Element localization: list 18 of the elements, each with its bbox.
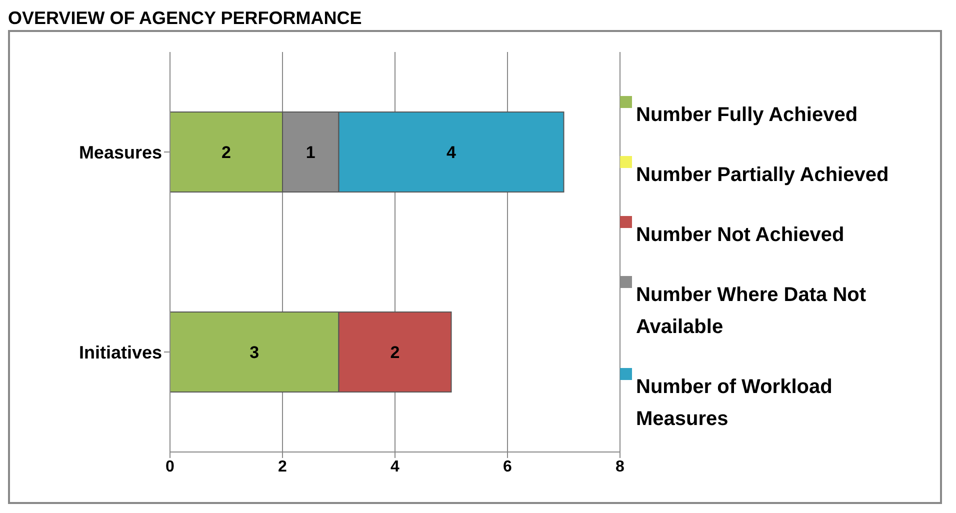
x-tick-label: 0 — [166, 458, 175, 476]
chart-title: OVERVIEW OF AGENCY PERFORMANCE — [8, 8, 363, 30]
y-tick-label: Measures — [78, 142, 162, 162]
data-label: 4 — [446, 143, 457, 162]
legend-label: Number Partially Achieved — [636, 163, 890, 188]
data-label: 2 — [390, 343, 400, 362]
x-tick-label: 4 — [390, 458, 400, 476]
legend-label: Number Not Achieved — [636, 223, 846, 248]
x-tick-label: 2 — [278, 458, 288, 476]
y-tick-label: Initiatives — [78, 342, 162, 362]
x-tick-label: 8 — [616, 458, 625, 476]
data-label: 3 — [250, 343, 260, 362]
legend-label: Number of Workload Measures — [636, 375, 834, 432]
data-label: 2 — [222, 143, 231, 162]
data-label: 1 — [306, 143, 316, 162]
legend-label: Number Where Data Not Available — [636, 283, 868, 340]
legend-label: Number Fully Achieved — [636, 103, 859, 128]
x-tick-label: 6 — [503, 458, 512, 476]
